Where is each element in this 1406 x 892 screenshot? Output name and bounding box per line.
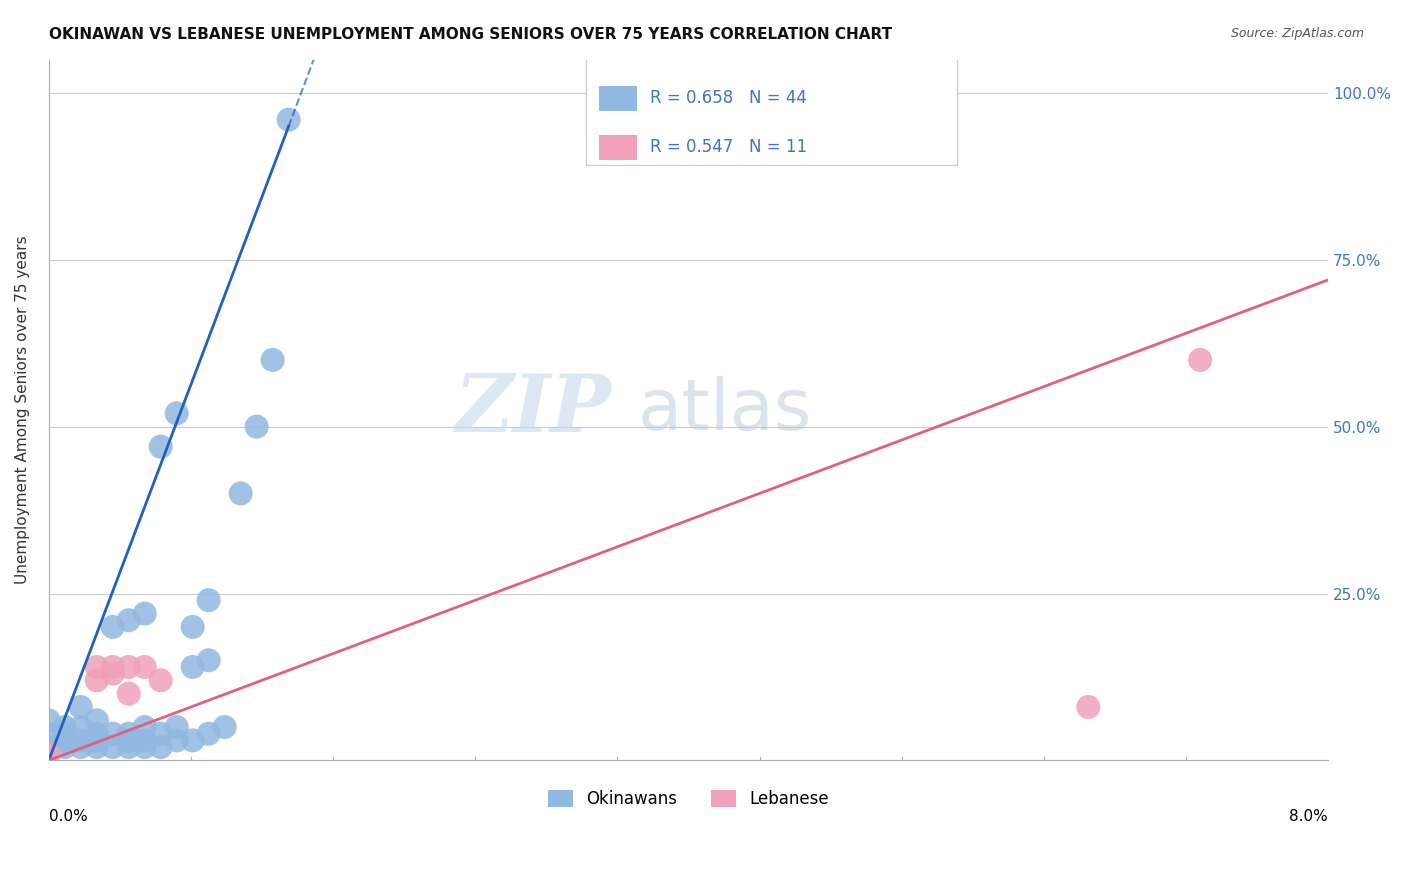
Point <box>53 720 76 734</box>
Point <box>118 687 141 701</box>
Point <box>86 733 108 747</box>
Point <box>86 714 108 728</box>
Point <box>38 740 60 755</box>
Text: Source: ZipAtlas.com: Source: ZipAtlas.com <box>1230 27 1364 40</box>
Point <box>53 727 76 741</box>
Point <box>149 673 172 688</box>
Point <box>86 660 108 674</box>
Text: OKINAWAN VS LEBANESE UNEMPLOYMENT AMONG SENIORS OVER 75 YEARS CORRELATION CHART: OKINAWAN VS LEBANESE UNEMPLOYMENT AMONG … <box>49 27 893 42</box>
Point <box>181 620 204 634</box>
Point <box>101 660 124 674</box>
Point <box>246 419 269 434</box>
Point <box>86 740 108 755</box>
Point <box>134 660 156 674</box>
Text: R = 0.658   N = 44: R = 0.658 N = 44 <box>650 89 807 107</box>
Point <box>69 733 91 747</box>
Point <box>101 620 124 634</box>
Point <box>118 613 141 627</box>
Point <box>118 727 141 741</box>
Point <box>118 733 141 747</box>
Point <box>118 740 141 755</box>
Point <box>69 740 91 755</box>
Point <box>134 607 156 621</box>
Point <box>53 740 76 755</box>
Point <box>101 666 124 681</box>
Point <box>69 700 91 714</box>
Text: R = 0.547   N = 11: R = 0.547 N = 11 <box>650 138 807 156</box>
Point <box>262 353 284 368</box>
Point <box>197 727 219 741</box>
Point <box>149 440 172 454</box>
Text: 8.0%: 8.0% <box>1289 809 1329 824</box>
Point <box>214 720 236 734</box>
Point <box>86 727 108 741</box>
FancyBboxPatch shape <box>586 38 957 165</box>
Point <box>197 653 219 667</box>
Point <box>69 720 91 734</box>
Bar <box>599 86 637 111</box>
Point <box>101 740 124 755</box>
Y-axis label: Unemployment Among Seniors over 75 years: Unemployment Among Seniors over 75 years <box>15 235 30 584</box>
Point <box>38 714 60 728</box>
Point <box>277 112 299 127</box>
Text: ZIP: ZIP <box>454 371 612 449</box>
Point <box>53 733 76 747</box>
Point <box>118 660 141 674</box>
Point <box>181 660 204 674</box>
Point <box>229 486 252 500</box>
Point <box>166 720 188 734</box>
Point <box>134 740 156 755</box>
Point <box>166 406 188 420</box>
Point <box>197 593 219 607</box>
Bar <box>599 135 637 160</box>
Legend: Okinawans, Lebanese: Okinawans, Lebanese <box>541 784 835 815</box>
Point <box>134 733 156 747</box>
Text: 0.0%: 0.0% <box>49 809 87 824</box>
Point <box>149 727 172 741</box>
Point <box>134 720 156 734</box>
Point <box>149 740 172 755</box>
Point <box>1189 353 1212 368</box>
Point <box>166 733 188 747</box>
Point <box>86 673 108 688</box>
Point <box>118 733 141 747</box>
Point <box>181 733 204 747</box>
Point <box>1077 700 1099 714</box>
Point <box>38 727 60 741</box>
Point <box>38 747 60 761</box>
Point <box>101 727 124 741</box>
Text: atlas: atlas <box>637 376 811 444</box>
